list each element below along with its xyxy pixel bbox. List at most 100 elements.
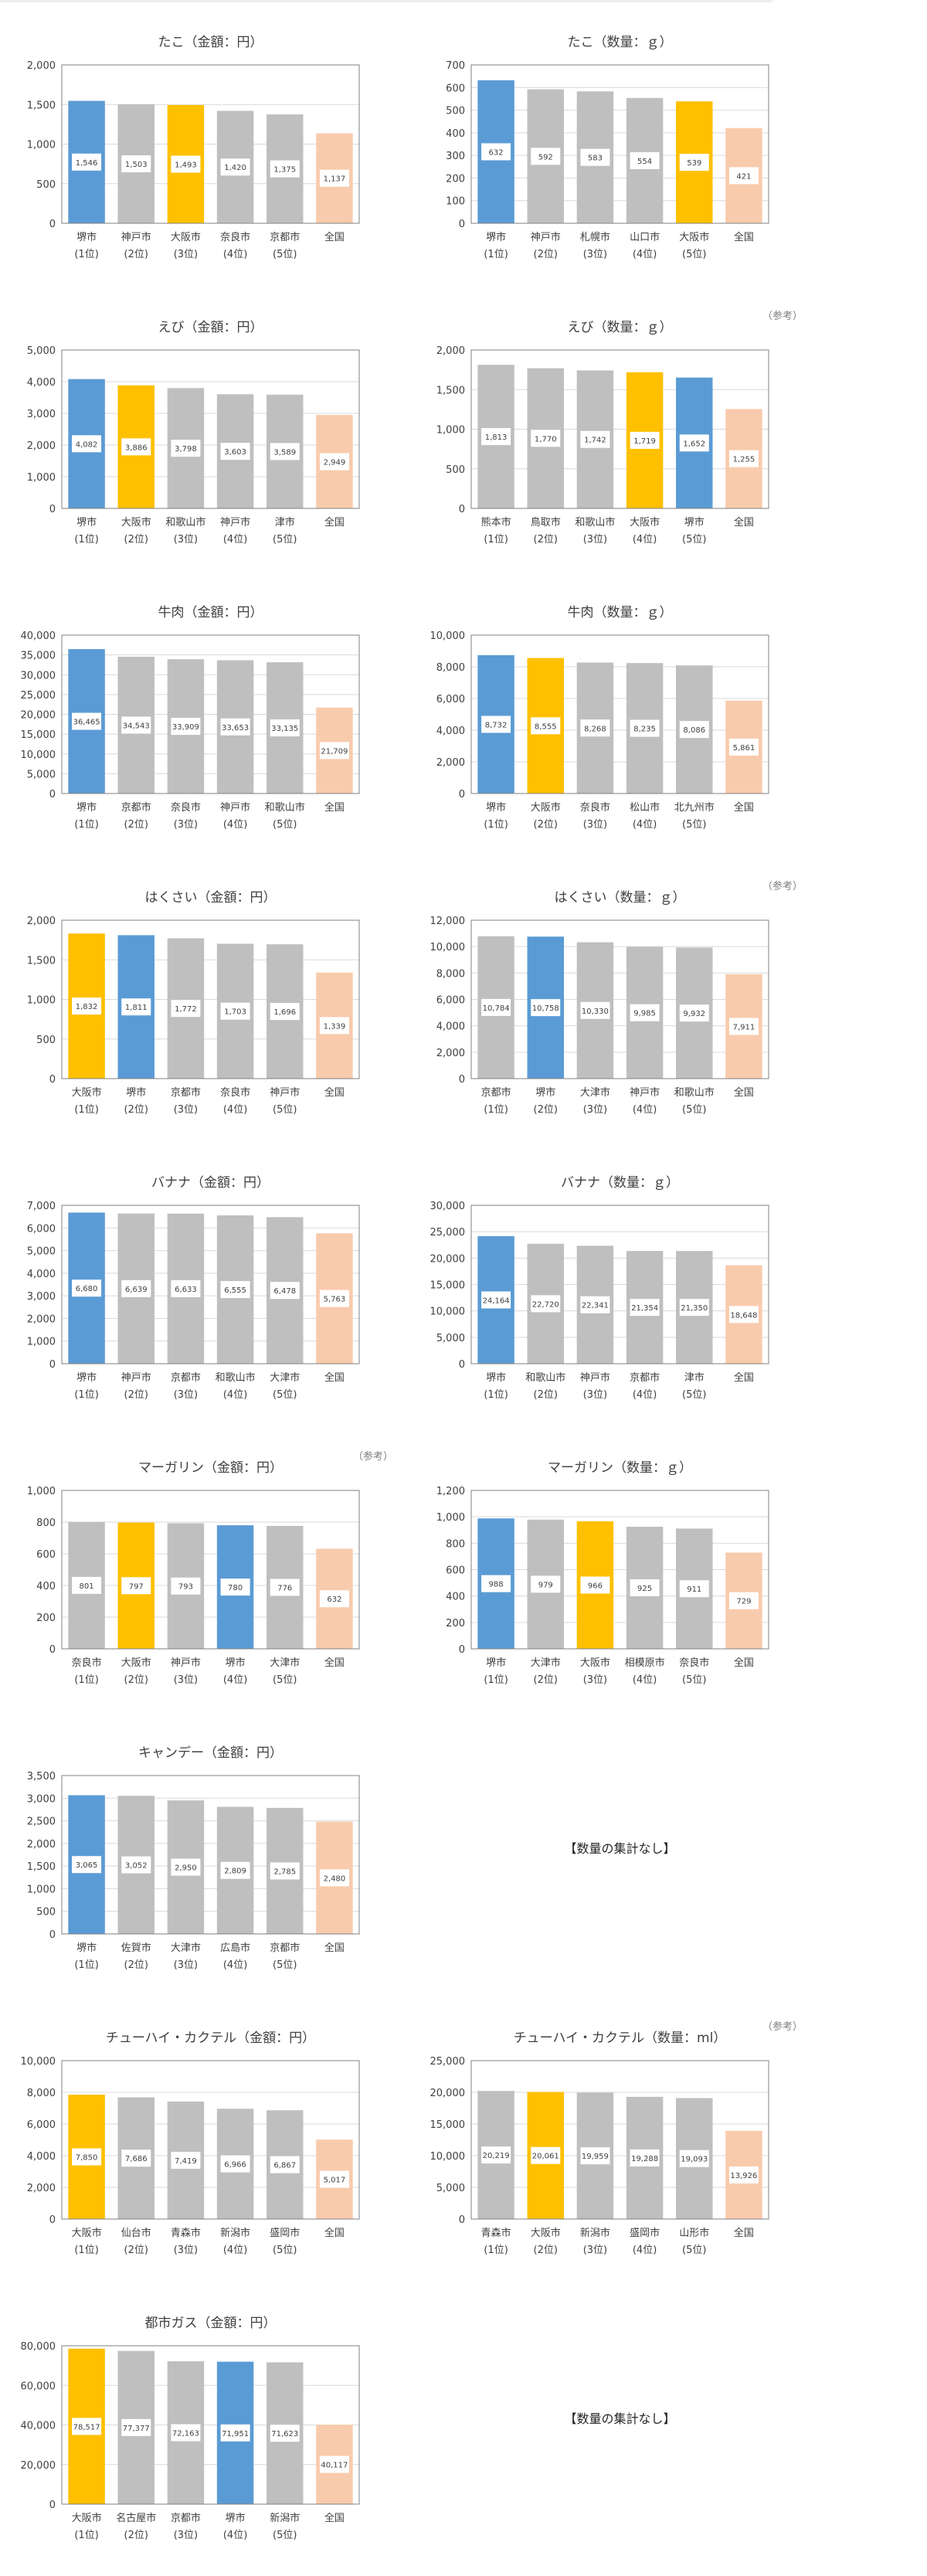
- chart-2-data-label: 583: [588, 155, 603, 163]
- chart-3-title: えび（金額：円）: [158, 320, 263, 335]
- chart-1-rank-label: (4位): [223, 249, 247, 260]
- chart-11-rank-label: (2位): [124, 1674, 148, 1686]
- chart-8-ytick: 6,000: [436, 995, 465, 1007]
- chart-7-category-label: 神戸市: [270, 1086, 300, 1099]
- chart-4-category-label: 熊本市: [481, 516, 511, 528]
- chart-5-data-label-box: [72, 712, 102, 730]
- chart-11-ytick: 800: [36, 1517, 56, 1529]
- chart-4-title: えび（数量：ｇ）: [568, 320, 673, 335]
- chart-6-data-label-box: [679, 721, 709, 739]
- chart-16-data-label: 78,517: [73, 2423, 100, 2432]
- chart-5-data-label-box: [220, 718, 250, 736]
- chart-5-data-label: 36,465: [73, 719, 100, 727]
- chart-15-data-label-box: [679, 2149, 709, 2167]
- chart-11-title: マーガリン（金額：円）: [138, 1460, 283, 1476]
- chart-4-ytick: 1,500: [436, 385, 465, 396]
- chart-12-rank-label: (4位): [633, 1674, 657, 1686]
- chart-12-category-label: 相模原市: [625, 1657, 665, 1669]
- chart-3-data-label-box: [220, 443, 250, 460]
- chart-7-data-label-box: [220, 1002, 250, 1020]
- chart-12-rank-label: (2位): [534, 1674, 558, 1686]
- chart-8-title: はくさい（数量：ｇ）: [555, 890, 686, 906]
- chart-10-data-label: 22,720: [532, 1300, 559, 1309]
- chart-2-rank-label: (2位): [534, 249, 558, 260]
- chart-4-data-label: 1,719: [633, 437, 656, 446]
- chart-7-category-label: 大阪市: [72, 1086, 102, 1099]
- chart-16-ytick: 0: [49, 2500, 56, 2511]
- chart-9-ytick: 3,000: [27, 1291, 56, 1303]
- chart-11-category-label: 堺市: [226, 1657, 246, 1669]
- chart-10-ytick: 0: [459, 1359, 465, 1371]
- chart-2-plot-frame: [470, 64, 769, 224]
- chart-6-ytick: 0: [459, 789, 465, 800]
- chart-10-category-label: 和歌山市: [525, 1371, 565, 1384]
- chart-12-ytick: 600: [446, 1565, 465, 1577]
- chart-6-category-label: 北九州市: [674, 801, 715, 814]
- chart-7-data-label-box: [121, 998, 151, 1016]
- chart-14-data-label: 7,686: [125, 2155, 148, 2163]
- chart-2-data-label-box: [481, 143, 511, 161]
- chart-8-data-label-box: [531, 999, 561, 1017]
- chart-8-ytick: 8,000: [436, 968, 465, 980]
- chart-16-rank-label: (2位): [124, 2530, 148, 2541]
- chart-9-data-label: 6,639: [125, 1286, 148, 1294]
- chart-13-ytick: 0: [49, 1929, 56, 1941]
- chart-15-category-label: 盛岡市: [630, 2227, 660, 2239]
- chart-9-data-label-box: [72, 1280, 102, 1297]
- chart-7-data-label: 1,811: [125, 1004, 148, 1012]
- chart-8-category-label: 京都市: [481, 1086, 511, 1099]
- chart-9-ytick: 2,000: [27, 1313, 56, 1325]
- chart-7-ytick: 0: [49, 1074, 56, 1086]
- chart-9-ytick: 7,000: [27, 1201, 56, 1212]
- chart-13-category-label: 堺市: [76, 1942, 97, 1954]
- chart-16-rank-label: (4位): [223, 2530, 247, 2541]
- chart-12-data-label-box: [679, 1580, 709, 1598]
- chart-4-category-label: 鳥取市: [531, 516, 561, 528]
- chart-16-category-label: 名古屋市: [116, 2512, 156, 2524]
- chart-15-title: チューハイ・カクテル（数量：ml）: [514, 2031, 727, 2046]
- chart-5-data-label-box: [319, 742, 349, 760]
- chart-4-data-label: 1,652: [683, 440, 705, 448]
- chart-4-category-label: 堺市: [684, 516, 705, 528]
- chart-6-category-label: 松山市: [630, 801, 660, 814]
- chart-9-ytick: 1,000: [27, 1337, 56, 1348]
- chart-14-category-label: 盛岡市: [270, 2227, 300, 2239]
- chart-5-category-label: 京都市: [121, 801, 151, 814]
- chart-3-ytick: 3,000: [27, 409, 56, 420]
- chart-5-ytick: 40,000: [21, 630, 56, 642]
- chart-12-category-label: 大阪市: [580, 1657, 610, 1669]
- chart-6-category-label: 堺市: [486, 801, 506, 814]
- chart-6-data-label: 8,268: [584, 725, 606, 733]
- chart-4-ytick: 0: [459, 504, 465, 515]
- chart-3-data-label-box: [319, 453, 349, 471]
- chart-11-data-label-box: [220, 1579, 250, 1596]
- chart-15-rank-label: (1位): [484, 2245, 508, 2256]
- chart-12-data-label-box: [531, 1575, 561, 1593]
- chart-11-category-label: 奈良市: [72, 1657, 102, 1669]
- chart-9-data-label-box: [319, 1290, 349, 1307]
- chart-4-plot-frame: [470, 349, 769, 509]
- chart-16: 都市ガス（金額：円） 0 20,000 40,000 60,000 80,000 78,51…: [21, 2316, 360, 2541]
- chart-2-data-label: 632: [489, 148, 504, 157]
- chart-2-category-label: 全国: [734, 231, 754, 243]
- chart-5-plot-frame: [61, 634, 360, 794]
- chart-16-data-label: 77,377: [123, 2425, 150, 2433]
- chart-6-data-label-box: [728, 738, 759, 756]
- chart-1-data-label-box: [220, 158, 250, 176]
- chart-14-rank-label: (3位): [174, 2245, 198, 2256]
- chart-4-data-label-box: [580, 430, 610, 448]
- chart-13-ytick: 1,000: [27, 1884, 56, 1895]
- chart-8-rank-label: (1位): [484, 1104, 508, 1116]
- chart-15-ytick: 25,000: [430, 2056, 466, 2068]
- chart-12: マーガリン（数量：ｇ） 0 200 400 600 800 1,000 1,200 988 堺市 (…: [436, 1460, 769, 1686]
- chart-11-data-label-box: [270, 1579, 300, 1596]
- chart-8-ytick: 10,000: [430, 942, 466, 953]
- chart-8-category-label: 堺市: [535, 1086, 555, 1099]
- chart-5-ytick: 0: [49, 789, 56, 800]
- chart-9-rank-label: (1位): [74, 1389, 98, 1401]
- chart-16-ytick: 60,000: [21, 2381, 56, 2392]
- chart-15-ytick: 5,000: [436, 2183, 465, 2194]
- chart-1-data-label-box: [72, 153, 102, 171]
- chart-3-ytick: 4,000: [27, 377, 56, 389]
- chart-10-data-label-box: [481, 1291, 511, 1309]
